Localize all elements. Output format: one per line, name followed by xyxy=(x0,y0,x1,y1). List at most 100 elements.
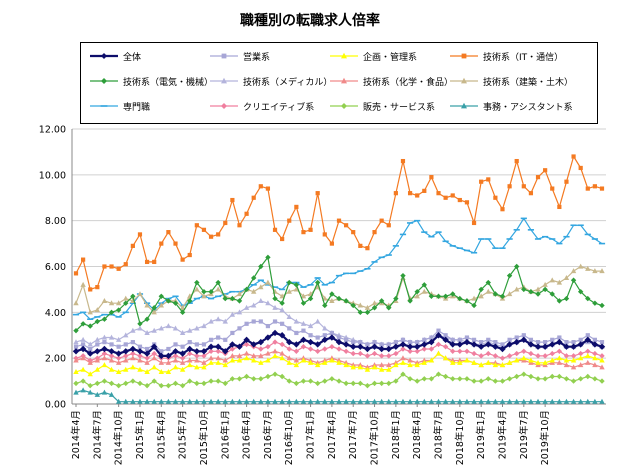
x-tick-label: 2015年10月 xyxy=(198,410,210,465)
data-point xyxy=(144,346,150,352)
data-point xyxy=(599,186,605,191)
data-point xyxy=(264,334,272,341)
data-point xyxy=(152,259,157,265)
data-point xyxy=(201,293,207,299)
data-point xyxy=(556,348,563,354)
data-point xyxy=(172,357,179,363)
data-point xyxy=(493,195,498,200)
data-point xyxy=(592,398,598,404)
data-point xyxy=(193,348,201,355)
data-point xyxy=(407,348,413,354)
y-tick-label: 2.00 xyxy=(45,354,66,365)
data-point xyxy=(329,344,335,350)
data-point xyxy=(265,373,271,380)
data-point xyxy=(435,371,442,377)
data-point xyxy=(87,389,93,395)
data-point xyxy=(130,293,136,299)
legend-marker xyxy=(101,78,107,84)
data-point xyxy=(244,211,249,216)
data-point xyxy=(186,345,193,353)
data-point xyxy=(464,348,470,354)
data-point xyxy=(563,343,570,350)
data-point xyxy=(577,376,584,382)
data-point xyxy=(393,350,399,357)
data-point xyxy=(165,398,172,404)
data-point xyxy=(130,350,136,357)
data-point xyxy=(386,362,392,368)
data-point xyxy=(514,286,520,292)
data-point xyxy=(144,359,150,365)
data-point xyxy=(144,355,150,361)
data-point xyxy=(329,291,335,297)
data-point xyxy=(236,309,243,315)
data-point xyxy=(429,335,434,340)
data-point xyxy=(393,191,398,196)
data-point xyxy=(550,186,555,191)
data-point xyxy=(73,344,79,349)
data-point xyxy=(201,364,207,370)
data-point xyxy=(201,398,207,404)
data-point xyxy=(151,364,157,370)
data-point xyxy=(307,359,314,365)
data-point xyxy=(307,346,314,352)
data-point xyxy=(236,298,243,304)
x-tick-label: 2018年1月 xyxy=(390,410,402,459)
data-point xyxy=(179,330,186,336)
data-point xyxy=(279,373,285,380)
data-point xyxy=(506,359,513,365)
data-point xyxy=(342,341,350,348)
data-point xyxy=(350,364,356,370)
legend-item: 技術系（IT・通信） xyxy=(449,49,563,63)
legend-swatch xyxy=(450,53,478,59)
data-point xyxy=(457,348,463,354)
data-point xyxy=(577,355,584,361)
legend-item: 技術系（電気・機械） xyxy=(89,74,213,88)
data-point xyxy=(272,227,278,232)
data-point xyxy=(564,340,569,345)
data-point xyxy=(101,297,108,303)
data-point xyxy=(543,340,548,345)
data-point xyxy=(80,355,86,361)
data-point xyxy=(201,359,207,365)
legend-item: 企画・管理系 xyxy=(329,49,417,63)
data-point xyxy=(457,295,463,302)
data-point xyxy=(549,291,555,297)
data-point xyxy=(314,279,321,286)
data-point xyxy=(542,281,548,287)
data-point xyxy=(229,398,236,404)
data-point xyxy=(243,304,250,310)
data-point xyxy=(272,352,278,358)
data-point xyxy=(80,281,86,287)
data-point xyxy=(450,359,456,365)
data-point xyxy=(585,373,591,380)
data-point xyxy=(258,359,264,365)
data-point xyxy=(300,320,307,326)
data-point xyxy=(293,362,300,368)
data-point xyxy=(222,362,228,368)
data-point xyxy=(194,357,200,363)
data-point xyxy=(479,340,484,345)
data-point xyxy=(478,378,484,384)
data-point xyxy=(329,376,335,382)
data-point xyxy=(514,350,520,357)
data-point xyxy=(379,342,384,347)
data-point xyxy=(88,346,93,352)
data-point xyxy=(123,300,129,306)
data-point xyxy=(286,346,292,352)
data-point xyxy=(599,364,605,370)
data-point xyxy=(258,319,263,324)
legend-swatch xyxy=(330,52,358,59)
data-point xyxy=(307,398,314,404)
data-point xyxy=(322,359,328,365)
data-point xyxy=(151,350,157,357)
data-point xyxy=(143,350,151,357)
data-point xyxy=(556,359,563,365)
data-point xyxy=(73,369,79,375)
data-point xyxy=(336,295,342,302)
data-point xyxy=(123,342,128,347)
data-point xyxy=(137,353,143,359)
data-point xyxy=(137,232,143,237)
data-point xyxy=(442,373,449,380)
data-point xyxy=(577,341,584,348)
data-point xyxy=(187,362,193,368)
